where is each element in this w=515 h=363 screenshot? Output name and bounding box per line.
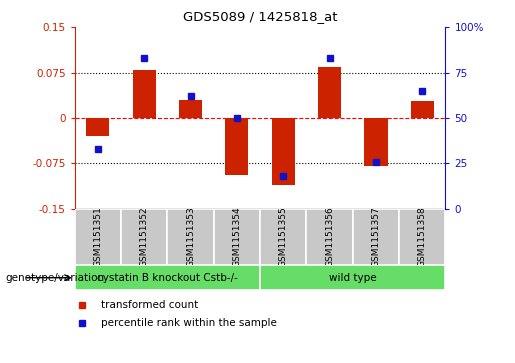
Bar [86,118,109,136]
Bar [318,66,341,118]
Bar [410,101,434,118]
Bar [121,209,167,265]
Text: GSM1151357: GSM1151357 [371,207,381,267]
Bar [353,209,399,265]
Text: GSM1151351: GSM1151351 [93,207,102,267]
Bar [260,265,445,290]
Bar [226,118,248,175]
Bar [272,118,295,184]
Bar [214,209,260,265]
Text: GSM1151353: GSM1151353 [186,207,195,267]
Bar [75,209,121,265]
Text: GSM1151352: GSM1151352 [140,207,149,267]
Text: percentile rank within the sample: percentile rank within the sample [100,318,277,328]
Text: wild type: wild type [329,273,376,283]
Bar [364,118,387,166]
Text: GSM1151358: GSM1151358 [418,207,427,267]
Text: GSM1151355: GSM1151355 [279,207,288,267]
Bar [399,209,445,265]
Text: cystatin B knockout Cstb-/-: cystatin B knockout Cstb-/- [97,273,238,283]
Bar [167,209,214,265]
Bar [133,70,156,118]
Bar [260,209,306,265]
Text: genotype/variation: genotype/variation [5,273,104,283]
Text: transformed count: transformed count [100,300,198,310]
Text: GSM1151354: GSM1151354 [232,207,242,267]
Title: GDS5089 / 1425818_at: GDS5089 / 1425818_at [183,10,337,23]
Bar [179,100,202,118]
Text: GSM1151356: GSM1151356 [325,207,334,267]
Bar [306,209,353,265]
Bar [75,265,260,290]
